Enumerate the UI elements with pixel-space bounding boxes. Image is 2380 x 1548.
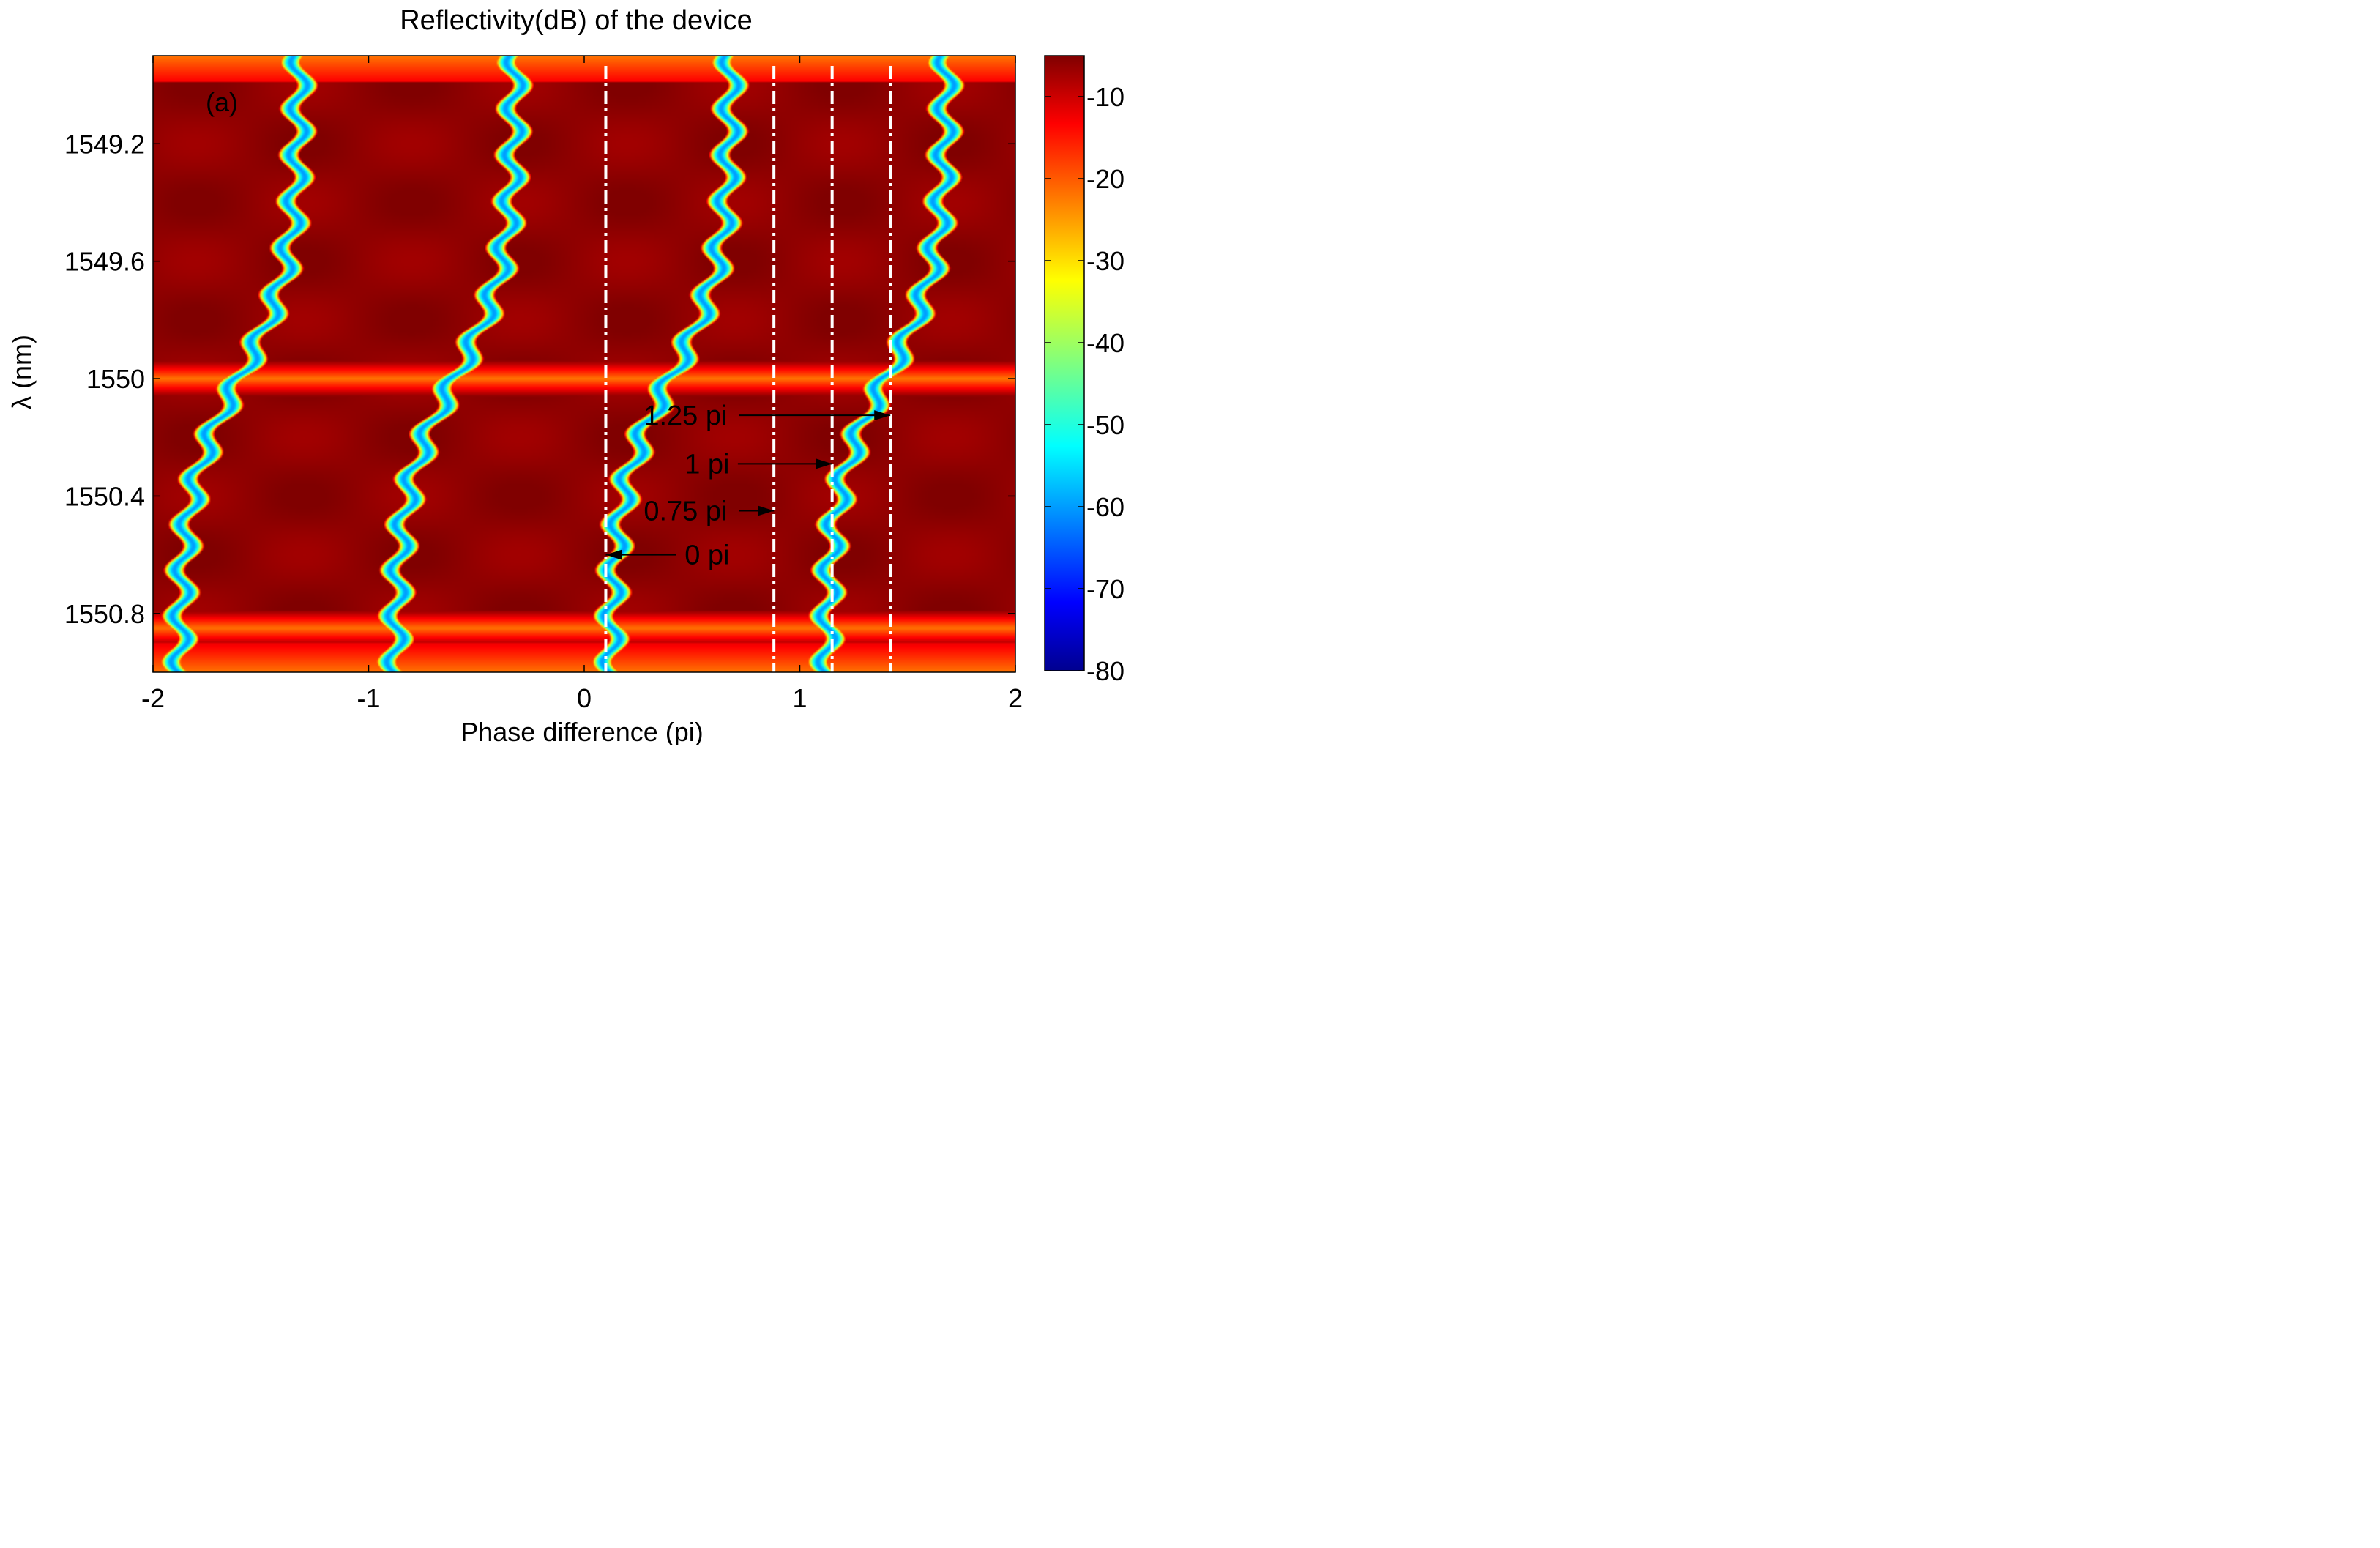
x-tick-label: -2	[141, 683, 165, 713]
y-tick-label: 1549.6	[64, 247, 145, 277]
colorbar-tick-label: -60	[1086, 492, 1124, 522]
cut-lines	[604, 66, 892, 672]
colorbar-ticks: -10 -20 -30 -40 -50 -60 -70 -80	[1045, 82, 1124, 686]
x-axis: -2 -1 0 1 2	[141, 56, 1023, 713]
x-axis-label: Phase difference (pi)	[460, 717, 704, 745]
annotation-label: 0 pi	[684, 540, 729, 571]
annotation-label: 0.75 pi	[644, 496, 727, 526]
heatmap-container	[153, 56, 1015, 672]
panel-label: (a)	[206, 87, 238, 117]
colorbar-tick-label: -50	[1086, 410, 1124, 440]
x-tick-label: -1	[357, 683, 380, 713]
x-tick-label: 1	[792, 683, 807, 713]
colorbar-tick-label: -40	[1086, 328, 1124, 358]
reflectivity-figure: Reflectivity(dB) of the device 1.25 pi 1 …	[7, 5, 1124, 745]
y-axis: 1549.2 1549.6 1550 1550.4 1550.8	[64, 129, 1015, 629]
annotation-arrow-head	[874, 410, 891, 421]
colorbar	[1044, 55, 1085, 671]
annotation-label: 1.25 pi	[644, 401, 727, 431]
y-tick-label: 1549.2	[64, 129, 145, 159]
annotations: 1.25 pi 1 pi 0.75 pi 0 pi	[605, 401, 891, 571]
reflectivity-heatmap	[153, 56, 1015, 672]
x-tick-label: 2	[1008, 683, 1023, 713]
annotation-label: 1 pi	[684, 449, 729, 480]
y-tick-label: 1550	[86, 364, 145, 394]
y-axis-label: λ (nm)	[7, 335, 37, 409]
y-tick-label: 1550.8	[64, 599, 145, 629]
y-tick-label: 1550.4	[64, 481, 145, 511]
colorbar-tick-label: -20	[1086, 164, 1124, 194]
annotation-arrow-head	[605, 549, 622, 560]
annotation-arrow-head	[816, 458, 832, 469]
colorbar-tick-label: -80	[1086, 656, 1124, 686]
chart-title: Reflectivity(dB) of the device	[400, 5, 753, 36]
colorbar-tick-label: -10	[1086, 82, 1124, 112]
annotation-arrow-head	[758, 505, 775, 516]
colorbar-tick-label: -30	[1086, 246, 1124, 276]
colorbar-tick-label: -70	[1086, 574, 1124, 604]
x-tick-label: 0	[577, 683, 592, 713]
